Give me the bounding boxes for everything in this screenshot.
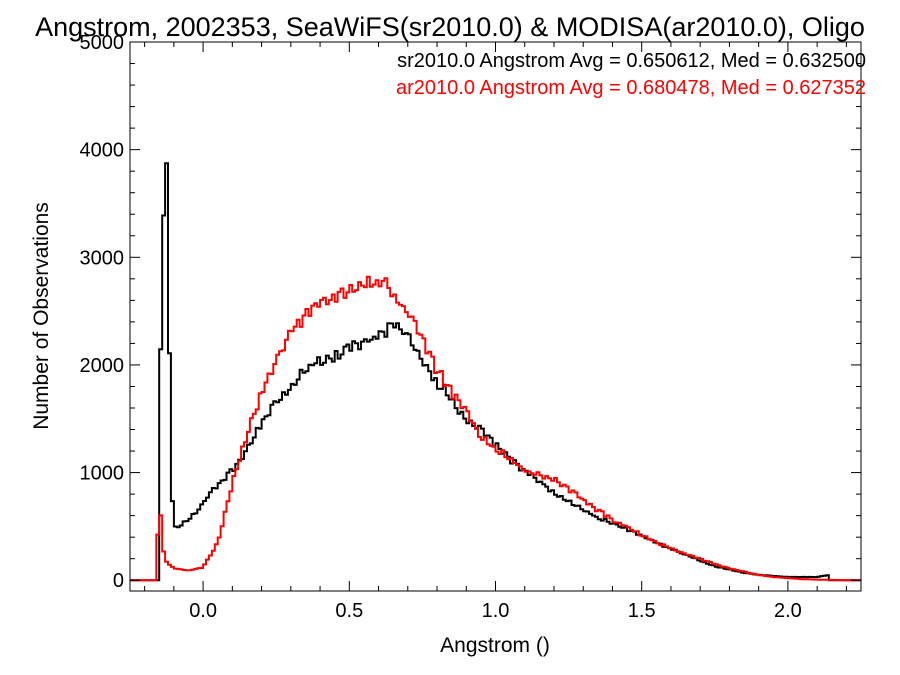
x-tick-label: 0.5 xyxy=(335,600,363,622)
histogram-series-sr2010-0 xyxy=(130,162,861,582)
y-tick-label: 0 xyxy=(113,570,124,592)
x-tick-label: 1.5 xyxy=(628,600,656,622)
x-tick-label: 2.0 xyxy=(774,600,802,622)
y-tick-label: 2000 xyxy=(80,355,125,377)
x-axis-label: Angstrom () xyxy=(440,634,550,657)
plot-frame xyxy=(129,41,862,592)
x-tick-label: 0.0 xyxy=(189,600,217,622)
legend-line-ar2010: ar2010.0 Angstrom Avg = 0.680478, Med = … xyxy=(396,77,866,99)
chart-title: Angstrom, 2002353, SeaWiFS(sr2010.0) & M… xyxy=(35,12,865,42)
y-tick-label: 1000 xyxy=(80,463,125,485)
legend-line-sr2010: sr2010.0 Angstrom Avg = 0.650612, Med = … xyxy=(397,50,866,72)
histogram-series-ar2010-0 xyxy=(130,275,861,582)
x-tick-label: 1.0 xyxy=(482,600,510,622)
y-tick-label: 3000 xyxy=(80,247,125,269)
y-tick-label: 5000 xyxy=(80,32,125,54)
y-tick-label: 4000 xyxy=(80,140,125,162)
axis-ticks: 0.0 0.5 1.0 1.5 2.0 0 1000 2000 3000 4000 5000 xyxy=(80,32,861,622)
y-axis-label: Number of Observations xyxy=(30,202,53,430)
plot-series xyxy=(130,162,861,582)
